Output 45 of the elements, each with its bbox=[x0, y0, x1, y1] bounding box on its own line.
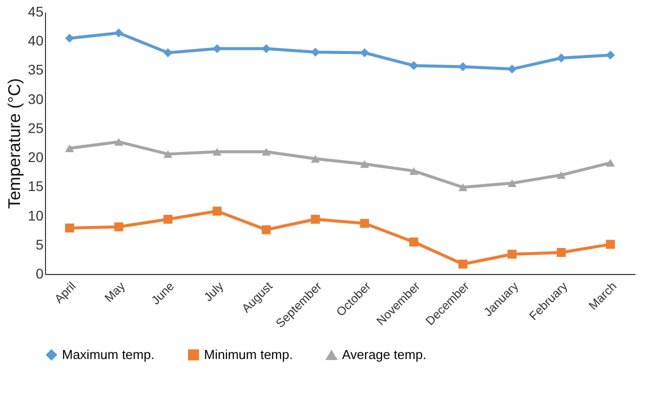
point bbox=[556, 171, 566, 179]
point bbox=[508, 250, 517, 259]
legend-label: Minimum temp. bbox=[204, 346, 293, 362]
y-tick-label: 20 bbox=[28, 149, 44, 166]
point bbox=[114, 222, 124, 232]
x-tick-label: July bbox=[201, 279, 226, 304]
point bbox=[556, 54, 566, 62]
y-tick-label: 25 bbox=[28, 120, 44, 136]
point bbox=[310, 214, 320, 224]
y-tick-label: 35 bbox=[28, 62, 44, 78]
point bbox=[65, 224, 74, 232]
point bbox=[508, 179, 517, 188]
point bbox=[114, 138, 124, 146]
point bbox=[458, 183, 468, 192]
point bbox=[212, 148, 222, 156]
point bbox=[65, 144, 74, 152]
legend-label: Maximum temp. bbox=[62, 346, 154, 362]
y-tick-label: 45 bbox=[28, 4, 44, 20]
point bbox=[114, 28, 124, 38]
legend-label: Average temp. bbox=[342, 347, 426, 362]
y-tick-label: 10 bbox=[28, 207, 44, 224]
y-tick-label: 15 bbox=[28, 178, 44, 194]
y-tick-label: 5 bbox=[36, 236, 44, 252]
point bbox=[163, 214, 172, 224]
point bbox=[262, 225, 271, 234]
y-axis-title: Temperature (°C) bbox=[4, 78, 24, 209]
point bbox=[163, 150, 172, 158]
point bbox=[606, 158, 615, 167]
point bbox=[458, 260, 468, 269]
point bbox=[65, 34, 74, 43]
point bbox=[409, 167, 418, 175]
point bbox=[556, 248, 566, 257]
point bbox=[163, 48, 172, 58]
point bbox=[606, 240, 615, 249]
point bbox=[310, 154, 320, 163]
point bbox=[508, 64, 517, 74]
y-tick-label: 0 bbox=[36, 266, 44, 282]
point bbox=[262, 148, 271, 156]
point bbox=[212, 206, 222, 216]
point bbox=[360, 218, 370, 228]
y-tick-label: 30 bbox=[28, 90, 44, 107]
point bbox=[409, 238, 418, 246]
x-tick-label: May bbox=[102, 279, 128, 306]
y-tick-label: 40 bbox=[28, 32, 44, 49]
point bbox=[360, 160, 370, 168]
